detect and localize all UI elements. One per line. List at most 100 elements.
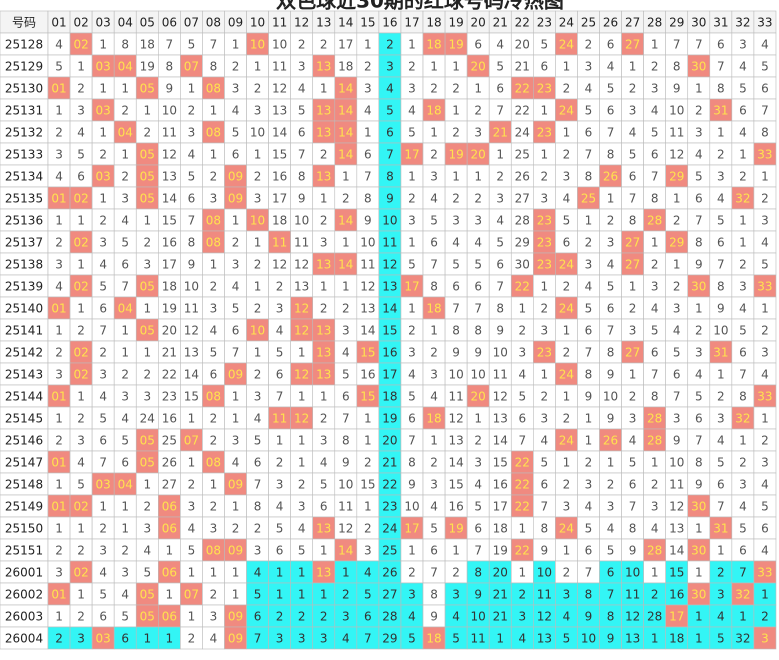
cell-value: 1 xyxy=(298,566,306,580)
cell-value: 5 xyxy=(585,302,593,316)
cell-value: 3 xyxy=(121,192,129,206)
cell-value: 13 xyxy=(493,412,508,426)
cell-value: 16 xyxy=(162,236,177,250)
issue-label: 25137 xyxy=(5,236,43,250)
cell-value: 1 xyxy=(298,434,306,448)
cell-value: 1 xyxy=(739,610,747,624)
cell-value: 9 xyxy=(408,478,416,492)
cell-value: 2 xyxy=(210,500,218,514)
cell-value: 6 xyxy=(452,280,460,294)
cell-value: 4 xyxy=(55,170,63,184)
cell-value: 1 xyxy=(430,126,438,140)
cell-value: 10 xyxy=(250,214,265,228)
cell-value: 4 xyxy=(408,610,416,624)
cell-value: 1 xyxy=(121,346,129,360)
cell-value: 6 xyxy=(629,170,637,184)
cell-value: 13 xyxy=(316,170,331,184)
cell-value: 5 xyxy=(298,104,306,118)
header-label: 26 xyxy=(603,16,618,30)
cell-value: 6 xyxy=(99,302,107,316)
cell-value: 16 xyxy=(272,170,287,184)
cell-value: 1 xyxy=(342,236,350,250)
cell-value: 1 xyxy=(210,104,218,118)
cell-value: 2 xyxy=(298,610,306,624)
cell-value: 8 xyxy=(629,522,637,536)
cell-value: 31 xyxy=(713,346,728,360)
cell-value: 05 xyxy=(140,610,155,624)
cell-value: 01 xyxy=(51,192,66,206)
title: 双色球近30期的红球号码冷热图 xyxy=(276,0,564,13)
cell-value: 3 xyxy=(210,302,218,316)
cell-value: 3 xyxy=(717,170,725,184)
cell-value: 1 xyxy=(232,214,240,228)
cell-value: 1 xyxy=(99,192,107,206)
cell-value: 12 xyxy=(669,500,684,514)
cell-value: 6 xyxy=(77,170,85,184)
header-label: 15 xyxy=(360,16,375,30)
cell-value: 4 xyxy=(430,192,438,206)
cell-value: 15 xyxy=(382,324,397,338)
cell-value: 8 xyxy=(474,566,482,580)
cell-value: 7 xyxy=(585,566,593,580)
cell-value: 1 xyxy=(188,610,196,624)
cell-value: 1 xyxy=(232,588,240,602)
cell-value: 1 xyxy=(717,126,725,140)
cell-value: 19 xyxy=(448,148,463,162)
cell-value: 6 xyxy=(585,324,593,338)
cell-value: 3 xyxy=(298,632,306,646)
cell-value: 5 xyxy=(563,214,571,228)
issue-label: 26003 xyxy=(5,610,43,624)
cell-value: 2 xyxy=(563,478,571,492)
cell-value: 15 xyxy=(272,148,287,162)
cell-value: 2 xyxy=(254,82,262,96)
cell-value: 3 xyxy=(276,302,284,316)
cell-value: 3 xyxy=(254,104,262,118)
cell-value: 12 xyxy=(272,258,287,272)
cell-value: 7 xyxy=(695,434,703,448)
cell-value: 4 xyxy=(607,258,615,272)
cell-value: 32 xyxy=(735,412,750,426)
cell-value: 23 xyxy=(537,236,552,250)
cell-value: 15 xyxy=(669,566,684,580)
cell-value: 05 xyxy=(140,148,155,162)
cell-value: 3 xyxy=(408,214,416,228)
cell-value: 7 xyxy=(585,148,593,162)
cell-value: 26 xyxy=(603,434,618,448)
cell-value: 2 xyxy=(143,368,151,382)
cell-value: 1 xyxy=(739,214,747,228)
cell-value: 33 xyxy=(757,280,772,294)
cell-value: 7 xyxy=(452,302,460,316)
cell-value: 8 xyxy=(673,60,681,74)
issue-label: 25140 xyxy=(5,302,43,316)
cell-value: 7 xyxy=(607,126,615,140)
cell-value: 02 xyxy=(73,368,88,382)
cell-value: 6 xyxy=(254,610,262,624)
cell-value: 7 xyxy=(607,588,615,602)
cell-value: 7 xyxy=(364,632,372,646)
cell-value: 10 xyxy=(448,368,463,382)
cell-value: 30 xyxy=(515,258,530,272)
cell-value: 7 xyxy=(673,38,681,52)
cell-value: 4 xyxy=(232,456,240,470)
cell-value: 3 xyxy=(210,610,218,624)
cell-value: 11 xyxy=(669,126,684,140)
cell-value: 10 xyxy=(162,104,177,118)
cell-value: 6 xyxy=(607,566,615,580)
cell-value: 10 xyxy=(625,566,640,580)
cell-value: 2 xyxy=(254,302,262,316)
cell-value: 6 xyxy=(99,610,107,624)
header-label: 05 xyxy=(140,16,155,30)
cell-value: 4 xyxy=(364,566,372,580)
cell-value: 2 xyxy=(496,170,504,184)
cell-value: 17 xyxy=(272,192,287,206)
cell-value: 30 xyxy=(691,60,706,74)
cell-value: 07 xyxy=(184,60,199,74)
cell-value: 9 xyxy=(188,258,196,272)
cell-value: 4 xyxy=(563,610,571,624)
cell-value: 1 xyxy=(143,632,151,646)
cell-value: 23 xyxy=(537,214,552,228)
cell-value: 4 xyxy=(629,126,637,140)
cell-value: 5 xyxy=(188,544,196,558)
issue-label: 25134 xyxy=(5,170,43,184)
cell-value: 1 xyxy=(210,566,218,580)
